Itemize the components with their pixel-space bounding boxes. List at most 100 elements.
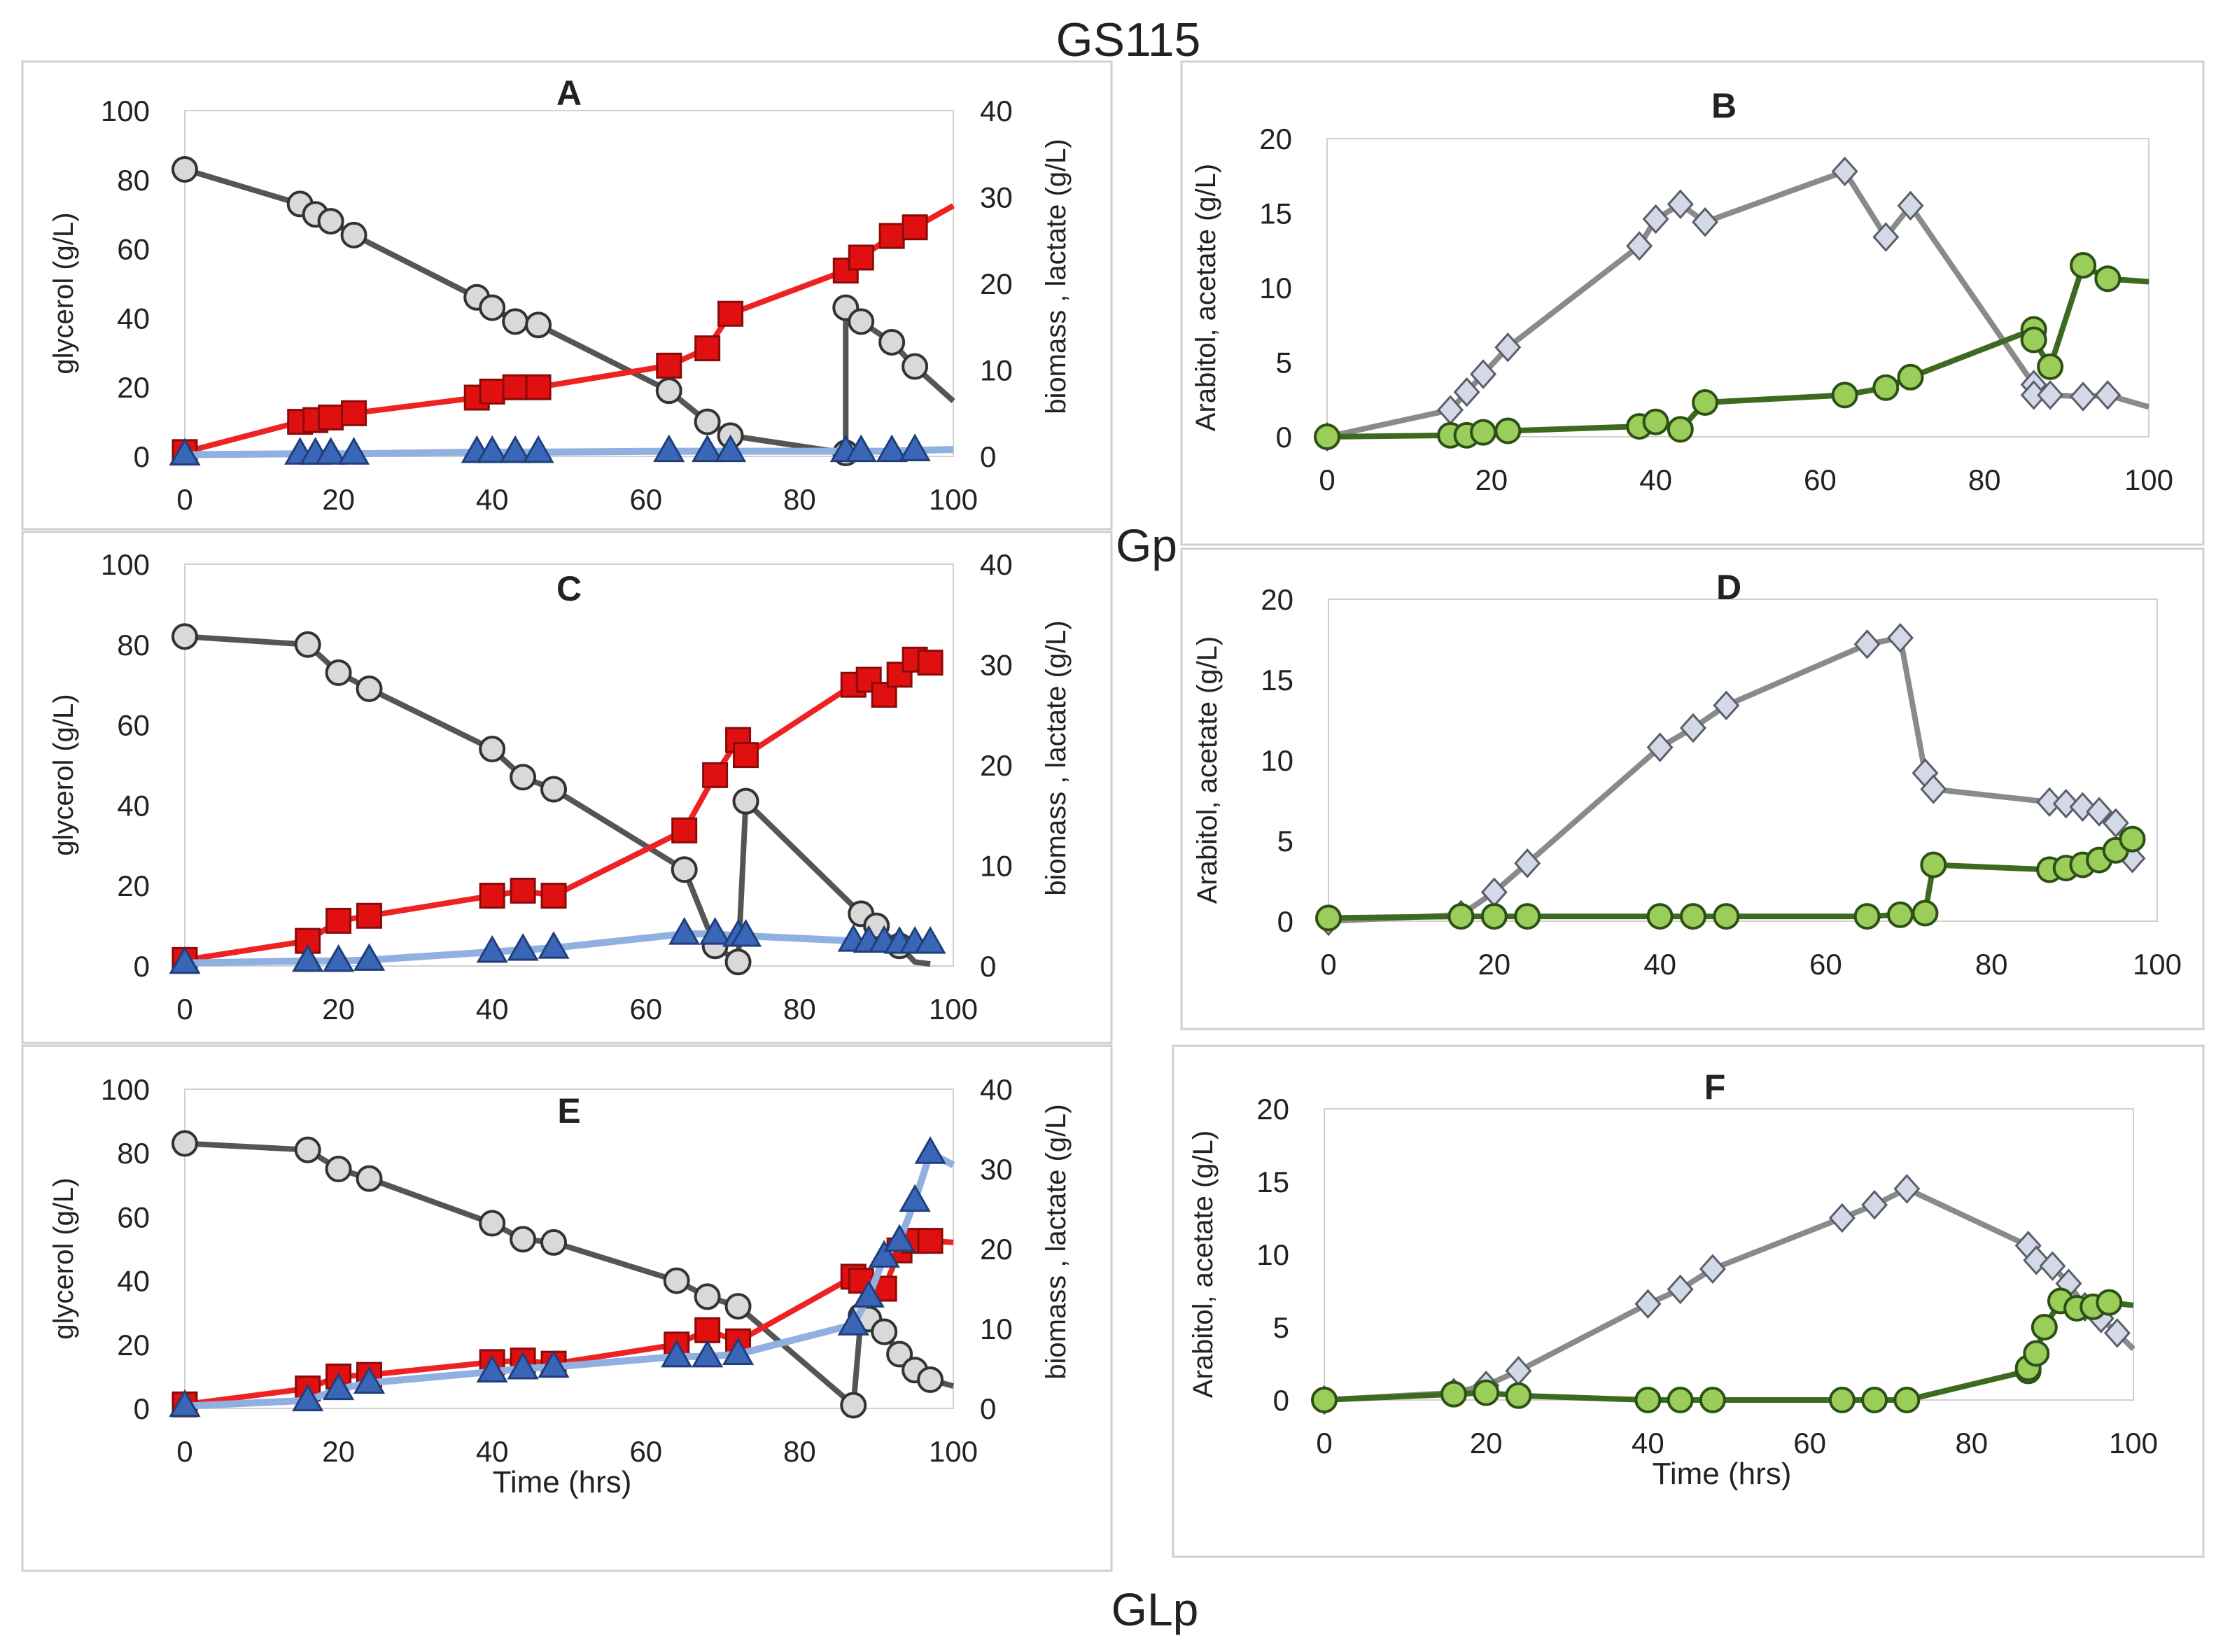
data-point-arabitol bbox=[1861, 1190, 1888, 1220]
data-point-biomass bbox=[337, 437, 370, 465]
data-point-biomass bbox=[914, 1136, 946, 1164]
y2-axis-label: biomass , lactate (g/L) bbox=[1041, 139, 1072, 414]
panel-frame-c bbox=[21, 531, 1113, 1044]
x-tick-label: 60 bbox=[629, 1435, 662, 1468]
x-tick-label: 100 bbox=[2109, 1427, 2158, 1460]
y-tick-label: 20 bbox=[1256, 1093, 1289, 1126]
x-tick-label: 20 bbox=[1478, 948, 1510, 981]
x-tick-label: 100 bbox=[929, 483, 978, 516]
data-point-acetate bbox=[2094, 265, 2122, 293]
y2-axis-label: biomass , lactate (g/L) bbox=[1041, 620, 1072, 896]
data-point-lactate bbox=[694, 1317, 721, 1343]
data-point-arabitol bbox=[2052, 788, 2080, 819]
x-tick-label: 80 bbox=[1955, 1427, 1988, 1460]
y-tick-label: 15 bbox=[1256, 1166, 1289, 1198]
row-label-gp: Gp bbox=[1116, 519, 1177, 571]
y2-tick-label: 10 bbox=[980, 354, 1013, 387]
x-tick-label: 0 bbox=[176, 483, 192, 516]
data-point-arabitol bbox=[1853, 629, 1881, 659]
data-point-lactate bbox=[671, 817, 698, 844]
data-point-arabitol bbox=[1494, 332, 1522, 363]
x-tick-label: 0 bbox=[1319, 463, 1335, 496]
x-tick-label: 20 bbox=[322, 483, 355, 516]
data-point-lactate bbox=[694, 335, 721, 362]
data-point-acetate bbox=[1667, 1387, 1694, 1413]
x-tick-label: 60 bbox=[1804, 463, 1837, 496]
plot-area-c bbox=[184, 564, 954, 967]
data-point-lactate bbox=[733, 742, 759, 769]
data-point-acetate bbox=[1897, 363, 1924, 391]
y-tick-label: 5 bbox=[1276, 346, 1292, 379]
y-tick-label: 60 bbox=[117, 1200, 150, 1233]
y-axis-label: Arabitol, acetate (g/L) bbox=[1188, 1130, 1219, 1398]
data-point-lactate bbox=[341, 400, 367, 426]
data-point-biomass bbox=[653, 434, 685, 463]
chart-title-e: E bbox=[557, 1091, 580, 1130]
y-tick-label: 20 bbox=[1259, 122, 1292, 155]
y2-tick-label: 20 bbox=[980, 267, 1013, 300]
y2-tick-label: 40 bbox=[980, 548, 1013, 581]
data-point-biomass bbox=[668, 917, 701, 945]
x-tick-label: 0 bbox=[1320, 948, 1336, 981]
data-point-biomass bbox=[476, 435, 508, 463]
panel-frame-b bbox=[1180, 60, 2205, 546]
y2-tick-label: 40 bbox=[980, 94, 1013, 127]
data-point-glycerol bbox=[540, 776, 568, 803]
data-point-arabitol bbox=[1642, 204, 1669, 234]
data-point-arabitol bbox=[1692, 207, 1719, 237]
y2-tick-label: 10 bbox=[980, 1312, 1013, 1345]
data-point-acetate bbox=[1886, 901, 1914, 928]
data-point-glycerol bbox=[356, 1165, 383, 1192]
data-point-acetate bbox=[2023, 1340, 2050, 1367]
data-point-glycerol bbox=[502, 308, 529, 335]
data-point-arabitol bbox=[1872, 222, 1900, 252]
data-point-arabitol bbox=[2039, 1251, 2066, 1281]
data-point-glycerol bbox=[694, 408, 721, 435]
chart-title-a: A bbox=[556, 74, 582, 113]
data-point-arabitol bbox=[2094, 380, 2122, 410]
plot-area-a bbox=[184, 110, 954, 457]
data-point-acetate bbox=[1872, 374, 1900, 401]
data-point-lactate bbox=[479, 883, 505, 909]
y2-axis-label: biomass , lactate (g/L) bbox=[1041, 1104, 1072, 1380]
data-point-acetate bbox=[2119, 825, 2146, 853]
y-tick-label: 100 bbox=[101, 548, 150, 581]
x-tick-label: 100 bbox=[929, 1435, 978, 1468]
data-point-acetate bbox=[2031, 1314, 2058, 1340]
data-point-biomass bbox=[323, 1372, 355, 1401]
data-point-biomass bbox=[538, 931, 570, 959]
data-point-acetate bbox=[1314, 424, 1340, 450]
y-axis-label: glycerol (g/L) bbox=[48, 212, 79, 374]
y-tick-label: 0 bbox=[1273, 1384, 1289, 1417]
data-point-arabitol bbox=[1886, 622, 1914, 653]
x-tick-label: 100 bbox=[2133, 948, 2182, 981]
data-point-biomass bbox=[692, 1339, 724, 1368]
x-tick-label: 80 bbox=[783, 993, 816, 1026]
data-point-biomass bbox=[868, 1240, 900, 1268]
charts-layer: A0 20 40 60 80 100020406080100010203040glycer… bbox=[48, 74, 2182, 1499]
data-point-lactate bbox=[540, 883, 567, 909]
panel-frame-f bbox=[1172, 1044, 2205, 1558]
x-tick-label: 60 bbox=[1793, 1427, 1826, 1460]
data-point-glycerol bbox=[340, 221, 367, 248]
data-point-glycerol bbox=[694, 1283, 721, 1310]
y-tick-label: 10 bbox=[1256, 1238, 1289, 1271]
data-point-lactate bbox=[917, 650, 944, 676]
data-point-biomass bbox=[353, 943, 386, 971]
x-tick-label: 60 bbox=[629, 993, 662, 1026]
data-point-arabitol bbox=[1667, 189, 1694, 219]
data-point-glycerol bbox=[886, 1340, 913, 1368]
data-point-acetate bbox=[1473, 1379, 1500, 1406]
data-point-biomass bbox=[169, 946, 201, 974]
data-point-arabitol bbox=[1699, 1254, 1726, 1284]
data-point-biomass bbox=[837, 1308, 869, 1336]
data-point-biomass bbox=[169, 1389, 201, 1418]
data-point-acetate bbox=[1642, 408, 1669, 435]
data-point-biomass bbox=[169, 438, 201, 466]
data-point-lactate bbox=[656, 352, 682, 379]
x-tick-label: 20 bbox=[322, 1435, 355, 1468]
x-tick-label: 100 bbox=[2124, 463, 2173, 496]
data-point-biomass bbox=[692, 434, 724, 463]
data-point-lactate bbox=[479, 378, 505, 405]
data-point-arabitol bbox=[2070, 382, 2097, 412]
